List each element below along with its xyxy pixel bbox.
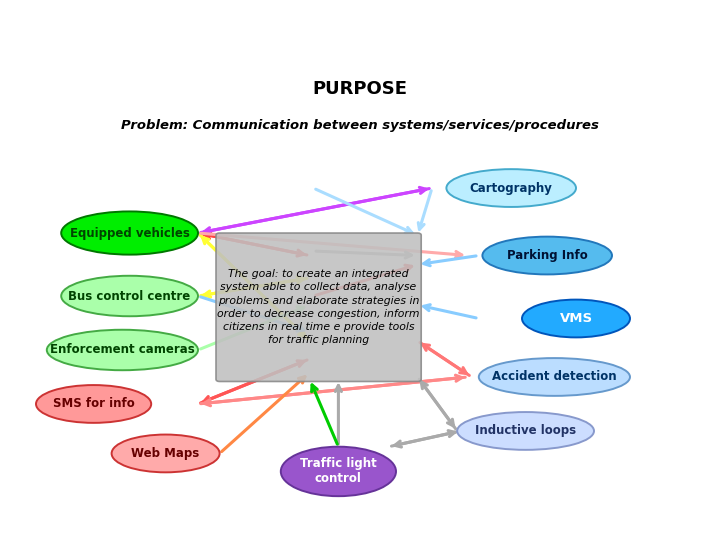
- Ellipse shape: [479, 358, 630, 396]
- Ellipse shape: [36, 385, 151, 423]
- Text: Equipped vehicles: Equipped vehicles: [70, 227, 189, 240]
- Text: The goal: to create an integrated
system able to collect data, analyse
problems : The goal: to create an integrated system…: [217, 269, 420, 345]
- Text: BO: BO: [35, 15, 79, 42]
- Text: Parking Info: Parking Info: [507, 249, 588, 262]
- Text: ||: ||: [7, 18, 31, 38]
- FancyBboxPatch shape: [216, 233, 421, 381]
- Text: PURPOSE: PURPOSE: [312, 80, 408, 98]
- Ellipse shape: [446, 169, 576, 207]
- Ellipse shape: [61, 276, 198, 316]
- Text: SMS for info: SMS for info: [53, 397, 135, 410]
- Ellipse shape: [457, 412, 594, 450]
- Ellipse shape: [482, 237, 612, 274]
- Ellipse shape: [522, 300, 630, 338]
- Text: Problem: Communication between systems/services/procedures: Problem: Communication between systems/s…: [121, 119, 599, 132]
- Text: Cartography: Cartography: [469, 181, 553, 194]
- Text: Web Maps: Web Maps: [132, 447, 199, 460]
- Ellipse shape: [61, 212, 198, 255]
- Text: Accident detection: Accident detection: [492, 370, 617, 383]
- Text: VMS: VMS: [559, 312, 593, 325]
- Text: Bus control centre: Bus control centre: [68, 289, 191, 302]
- Ellipse shape: [47, 330, 198, 370]
- Text: Traffic light
control: Traffic light control: [300, 457, 377, 485]
- Ellipse shape: [112, 435, 220, 472]
- Ellipse shape: [281, 447, 396, 496]
- Text: 2: 2: [85, 37, 95, 51]
- Text: Inductive loops: Inductive loops: [475, 424, 576, 437]
- Text: The Traffic Control Centre: The Traffic Control Centre: [397, 18, 702, 38]
- Text: Enforcement cameras: Enforcement cameras: [50, 343, 195, 356]
